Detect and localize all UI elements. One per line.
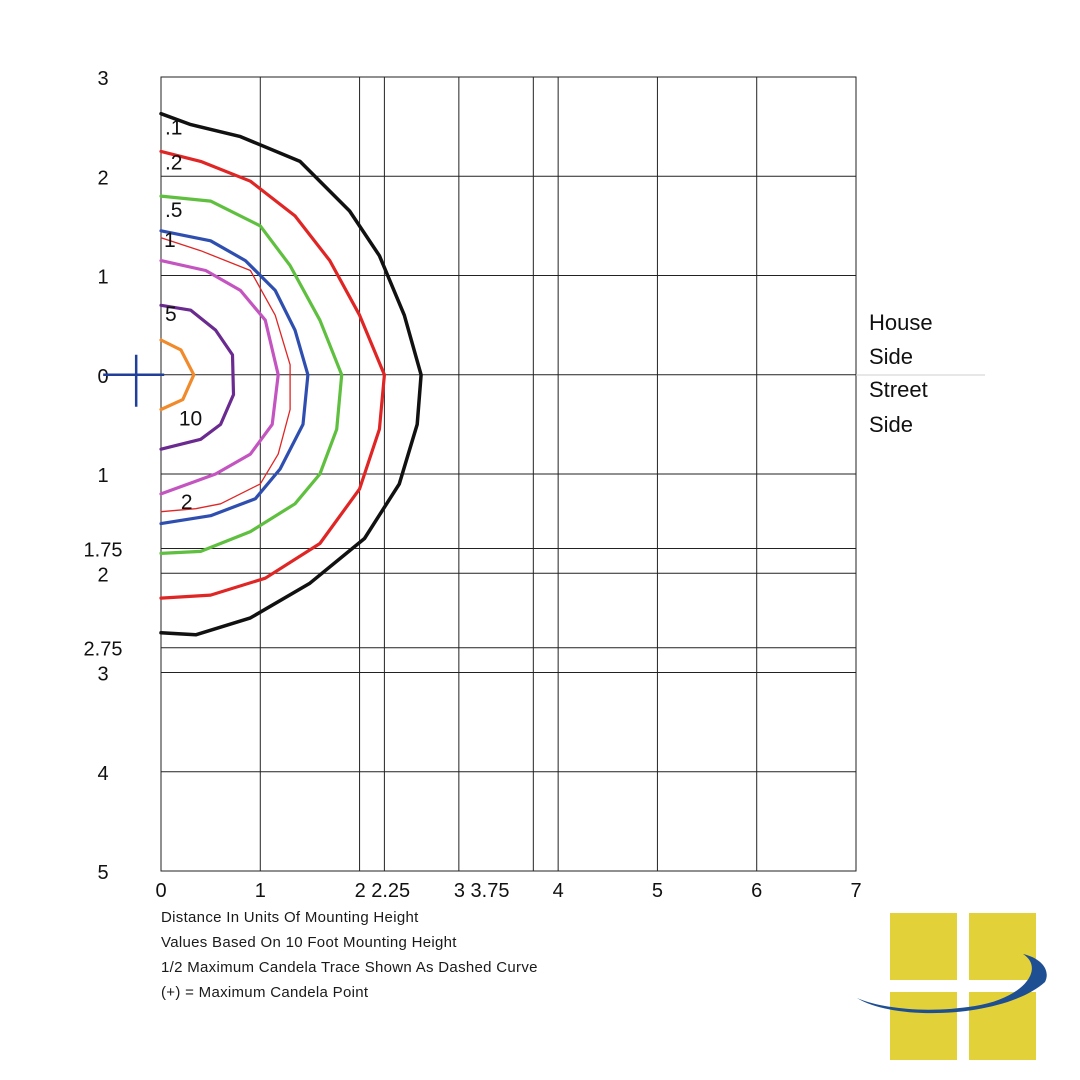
contour-line <box>159 303 236 451</box>
logo-pane-top-right <box>969 913 1036 980</box>
y-tick-label: 2 <box>97 167 108 189</box>
note-half-candela: 1/2 Maximum Candela Trace Shown As Dashe… <box>161 959 538 976</box>
x-tick-label: 6 <box>751 880 762 902</box>
contour-labels: .1 .2 .5 1 2 5 10 <box>164 117 202 514</box>
street-side-label-line1: Street <box>869 377 928 402</box>
contour-line <box>159 111 423 637</box>
x-tick-label: 3 3.75 <box>454 880 510 902</box>
house-side-label-line1: House <box>869 310 933 335</box>
note-max-candela: (+) = Maximum Candela Point <box>161 984 369 1001</box>
x-axis-title: Distance In Units Of Mounting Height <box>161 909 419 926</box>
y-tick-label: 1 <box>97 267 108 289</box>
y-tick-label: 2 <box>97 564 108 586</box>
y-tick-label: 1.75 <box>84 539 123 561</box>
contour-label: .1 <box>165 117 183 140</box>
contour-label: 10 <box>179 407 202 430</box>
contour-line <box>159 338 196 412</box>
contour-lines <box>159 111 423 637</box>
note-mounting-height: Values Based On 10 Foot Mounting Height <box>161 934 457 951</box>
house-side-label-line2: Side <box>869 344 914 369</box>
x-tick-label: 7 <box>850 880 861 902</box>
contour-label: 5 <box>165 303 177 326</box>
y-tick-label: 3 <box>97 664 108 686</box>
contour-label: .2 <box>165 151 183 174</box>
street-side-label-line2: Side <box>869 412 914 437</box>
y-tick-labels: 3 2 1 0 1 1.75 2 2.75 3 4 5 <box>84 68 123 884</box>
contour-line <box>159 229 310 526</box>
x-tick-label: 5 <box>652 880 663 902</box>
contour-line <box>159 259 280 496</box>
x-tick-labels: 0 1 2 2.25 3 3.75 4 5 6 7 <box>155 880 861 902</box>
contour-line <box>160 237 291 513</box>
y-tick-label: 4 <box>97 763 108 785</box>
y-tick-label: 5 <box>97 862 108 884</box>
chart-grid <box>160 76 857 872</box>
contour-label: 2 <box>181 491 193 514</box>
contour-label: 1 <box>164 229 176 252</box>
max-candela-marker <box>103 354 165 407</box>
contour-line <box>159 149 386 600</box>
y-tick-label: 2.75 <box>84 639 123 661</box>
logo-pane-top-left <box>890 913 957 980</box>
window-swoosh-logo <box>857 913 1047 1060</box>
y-tick-label: 3 <box>97 68 108 90</box>
y-tick-label: 0 <box>97 366 108 388</box>
y-tick-label: 1 <box>97 465 108 487</box>
x-tick-label: 4 <box>553 880 564 902</box>
x-tick-label: 0 <box>155 880 166 902</box>
x-tick-label: 2 2.25 <box>355 880 411 902</box>
contour-label: .5 <box>165 199 183 222</box>
contour-line <box>159 194 344 555</box>
logo-pane-bottom-left <box>890 992 957 1060</box>
x-tick-label: 1 <box>255 880 266 902</box>
